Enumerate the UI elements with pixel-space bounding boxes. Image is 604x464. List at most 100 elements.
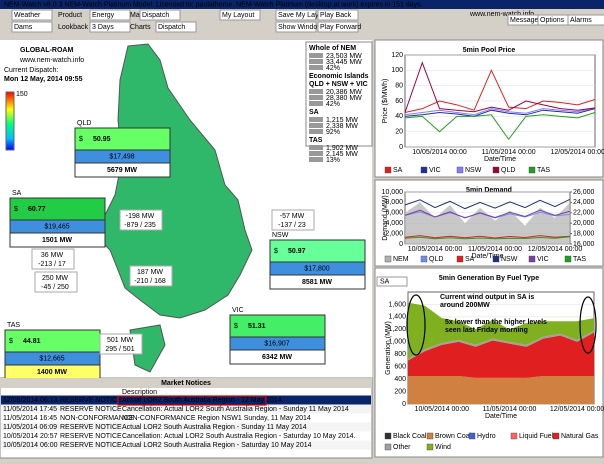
interconnector-box: [31, 248, 75, 270]
chart-title: 5min Generation By Fuel Type: [439, 275, 539, 282]
layout-select[interactable]: My Layout: [222, 12, 254, 19]
save-layout[interactable]: Save My Layout: [278, 12, 328, 19]
line: [404, 61, 596, 113]
notice-description[interactable]: Actual LOR2 South Australia Region - Sat…: [122, 442, 312, 449]
legend-label[interactable]: QLD: [501, 167, 515, 174]
legend-label[interactable]: SA: [465, 256, 475, 263]
x-tick-label: 11/05/2014 00:00: [482, 149, 536, 156]
legend-label[interactable]: Natural Gas: [561, 433, 599, 440]
demand-box: [269, 274, 366, 290]
legend-swatch: [384, 255, 392, 263]
summary-line: 13%: [326, 157, 340, 164]
region-value: $17,498: [109, 153, 134, 160]
product-select[interactable]: Energy: [92, 12, 115, 19]
interconnector-flow: 187 MW: [137, 269, 163, 276]
summary-line: 33,445 MW: [326, 59, 362, 66]
map-select-box: [139, 9, 181, 21]
line: [404, 107, 596, 116]
region-price: 44.81: [23, 338, 41, 345]
notice-type[interactable]: RESERVE NOTICE: [60, 397, 122, 404]
y-tick-label: 800: [394, 351, 406, 358]
interconnector-limits: -210 / 168: [134, 278, 166, 285]
x-tick-label: 10/05/2014 00:00: [408, 246, 463, 253]
currency: $: [79, 136, 83, 143]
notice-description[interactable]: Actual LOR2 South Australia Region - Sun…: [122, 424, 307, 431]
chart-title: 5min Demand: [466, 187, 512, 194]
weather-toggle[interactable]: Weather: [14, 12, 41, 19]
summary-line: 20,386 MW: [326, 89, 362, 96]
summary-group: SA: [309, 109, 319, 116]
lookback-select[interactable]: 3 Days: [92, 24, 114, 31]
charts-select[interactable]: Dispatch: [158, 24, 185, 31]
summary-line: 2,145 MW: [326, 151, 358, 158]
legend-label[interactable]: TAS: [537, 167, 550, 174]
summary-bar: [309, 89, 323, 94]
x-tick-label: 12/05/2014 00:00: [550, 406, 604, 413]
interconnector-limits: -137 / 23: [278, 222, 306, 229]
show-windows[interactable]: Show Windows: [278, 24, 326, 31]
color-scale: [5, 91, 15, 151]
line: [404, 236, 571, 240]
legend-label[interactable]: NSW: [501, 256, 518, 263]
alarms-button[interactable]: Alarms: [570, 17, 592, 24]
notice-type[interactable]: NON-CONFORMANCE: [60, 415, 134, 422]
y-tick-label: 2,000: [385, 230, 403, 237]
dams-toggle[interactable]: Dams: [14, 24, 33, 31]
legend-label[interactable]: Black Coal: [393, 433, 427, 440]
notice-date[interactable]: 11/05/2014 16:45: [3, 415, 57, 422]
messages-button[interactable]: Messages: [510, 17, 542, 24]
legend-label[interactable]: Liquid Fuel: [519, 433, 554, 440]
region-select-value[interactable]: SA: [380, 278, 390, 285]
region-demand: 8581 MW: [302, 279, 332, 286]
layout-select-box: [219, 9, 261, 21]
notice-type[interactable]: RESERVE NOTICE: [60, 424, 122, 431]
notice-type[interactable]: RESERVE NOTICE: [60, 442, 122, 449]
region-value: $17,800: [304, 265, 329, 272]
legend-label[interactable]: QLD: [429, 256, 443, 263]
interconnector-box: [119, 209, 163, 231]
notice-type[interactable]: RESERVE NOTICE: [60, 406, 122, 413]
legend-label[interactable]: Brown Coal: [435, 433, 472, 440]
notice-date[interactable]: 10/05/2014 20:57: [3, 433, 58, 440]
legend-swatch: [456, 255, 464, 263]
weather-toggle-box: [11, 9, 53, 21]
notice-date[interactable]: 10/05/2014 06:00: [3, 442, 58, 449]
legend-label[interactable]: VIC: [537, 256, 549, 263]
interconnector-box: [99, 333, 143, 355]
play-back[interactable]: Play Back: [320, 12, 352, 19]
y-tick-label: 1,000: [388, 339, 406, 346]
notices-column: Description: [122, 389, 157, 396]
notice-row: [1, 431, 371, 441]
charts-label: Charts: [130, 24, 151, 31]
x-tick-label: 12/05/2014 00:00: [550, 149, 604, 156]
summary-bar: [309, 151, 323, 156]
legend-label[interactable]: VIC: [429, 167, 441, 174]
notices-title-bar: [0, 378, 372, 388]
interconnector-limits: 295 / 501: [105, 346, 134, 353]
play-forward[interactable]: Play Forward: [320, 24, 361, 31]
notice-date[interactable]: 11/05/2014 17:45: [3, 406, 57, 413]
notice-description[interactable]: Actual LOR2 South Australia Region - 12 …: [122, 397, 284, 404]
options-button[interactable]: Options: [540, 17, 565, 24]
map-select[interactable]: Dispatch: [142, 12, 169, 19]
notice-date[interactable]: 12/05/2014 06:13: [3, 397, 58, 404]
notice-type[interactable]: RESERVE NOTICE: [60, 433, 122, 440]
notice-description[interactable]: NON-CONFORMANCE Region NSW1 Sunday, 11 M…: [122, 415, 311, 422]
y2-tick-label: 16,000: [573, 241, 595, 248]
legend-label[interactable]: Other: [393, 444, 411, 451]
notice-row: [1, 440, 371, 450]
legend-label[interactable]: Hydro: [477, 433, 496, 440]
notice-date[interactable]: 11/05/2014 06:09: [3, 424, 57, 431]
legend-label[interactable]: TAS: [573, 256, 586, 263]
area: [408, 376, 594, 404]
summary-line: 1,902 MW: [326, 145, 358, 152]
legend-label[interactable]: Wind: [435, 444, 451, 451]
legend-label[interactable]: NSW: [465, 167, 482, 174]
notice-description[interactable]: Cancellation: Actual LOR2 South Australi…: [122, 406, 349, 413]
price-box: [74, 127, 171, 151]
y2-tick-label: 18,000: [573, 230, 595, 237]
price-box: [4, 329, 101, 353]
notice-description[interactable]: Cancellation: Actual LOR2 South Australi…: [122, 433, 356, 440]
legend-label[interactable]: NEM: [393, 256, 409, 263]
legend-label[interactable]: SA: [393, 167, 403, 174]
